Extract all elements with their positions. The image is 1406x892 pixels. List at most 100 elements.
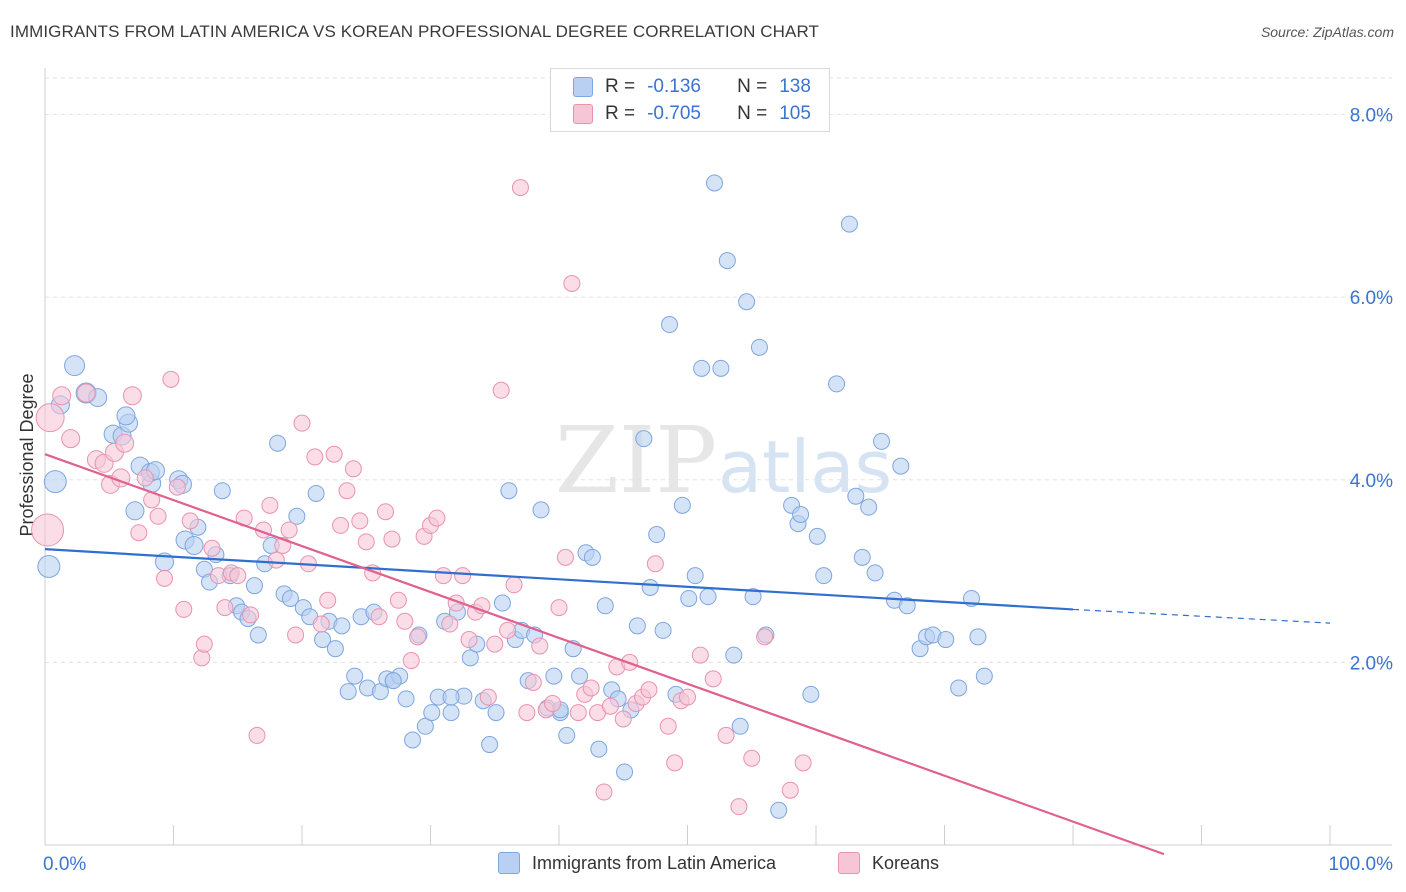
korean-point <box>52 386 72 406</box>
korean-point <box>293 414 311 432</box>
korean-point <box>31 513 65 547</box>
latin-america-point <box>281 589 299 607</box>
korean-point <box>524 673 542 691</box>
korean-point <box>389 591 407 609</box>
latin-america-point <box>249 626 267 644</box>
n-label: N = <box>737 76 768 97</box>
latin-america-point <box>43 470 67 494</box>
n-label: N = <box>737 103 768 124</box>
series-legend-koreans: Koreans <box>838 852 939 874</box>
series-legend-label: Koreans <box>872 852 940 873</box>
korean-point <box>756 628 774 646</box>
latin-america-point <box>712 359 730 377</box>
latin-america-point <box>346 667 364 685</box>
latin-america-point <box>654 621 672 639</box>
latin-america-point <box>731 717 749 735</box>
korean-point <box>556 548 574 566</box>
stats-legend-row-koreans: R = -0.705 N = 105 <box>573 102 811 126</box>
korean-point <box>492 381 510 399</box>
korean-point <box>325 445 343 463</box>
korean-point <box>312 615 330 633</box>
stats-legend: R = -0.136 N = 138 R = -0.705 N = 105 <box>550 68 830 132</box>
latin-america-point <box>616 763 634 781</box>
latin-america-point <box>738 293 756 311</box>
korean-point <box>595 783 613 801</box>
r-label: R = <box>605 103 636 124</box>
korean-point <box>659 717 677 735</box>
latin-america-trendline <box>44 548 1074 611</box>
korean-point <box>306 448 324 466</box>
korean-point <box>181 512 199 530</box>
latin-america-point <box>461 649 479 667</box>
latin-america-point <box>384 672 402 690</box>
y-tick-label: 4.0% <box>1350 471 1393 492</box>
latin-america-point <box>750 338 768 356</box>
korean-point <box>203 539 221 557</box>
korean-point <box>454 567 472 585</box>
latin-america-point <box>815 567 833 585</box>
latin-america-point <box>583 548 601 566</box>
korean-point <box>743 749 761 767</box>
korean-point <box>242 606 260 624</box>
korean-point <box>280 521 298 539</box>
korean-point <box>370 608 388 626</box>
korean-point <box>396 612 414 630</box>
korean-point <box>338 482 356 500</box>
latin-america-point <box>770 801 788 819</box>
latin-america-point <box>725 646 743 664</box>
latin-america-point <box>802 685 820 703</box>
korean-point <box>344 460 362 478</box>
latin-america-point <box>686 567 704 585</box>
korean-point <box>76 383 96 403</box>
latin-america-point <box>873 432 891 450</box>
latin-america-point <box>847 487 865 505</box>
latin-america-point <box>641 579 659 597</box>
korean-point <box>666 754 684 772</box>
korean-point <box>383 530 401 548</box>
latin-america-point <box>860 498 878 516</box>
korean-point <box>136 469 154 487</box>
latin-america-point <box>532 501 550 519</box>
korean-point <box>35 403 65 433</box>
series-legend-label: Immigrants from Latin America <box>532 852 777 873</box>
korean-point <box>730 798 748 816</box>
korean-point <box>195 635 213 653</box>
latin-america-trendline-extension <box>1072 608 1331 624</box>
latin-america-point <box>635 430 653 448</box>
korean-trendline <box>44 453 1139 847</box>
series-legend-latin-america: Immigrants from Latin America <box>498 852 776 874</box>
korean-point <box>704 670 722 688</box>
korean-point <box>479 688 497 706</box>
korean-point <box>518 704 536 722</box>
latin-america-point <box>487 704 505 722</box>
latin-america-point <box>596 597 614 615</box>
latin-america-point <box>558 726 576 744</box>
latin-america-point <box>969 628 987 646</box>
latin-america-point <box>269 434 287 452</box>
n-value: 138 <box>779 76 811 97</box>
latin-america-point <box>500 482 518 500</box>
legend-swatch-pink <box>573 104 593 124</box>
korean-point <box>441 615 459 633</box>
korean-point <box>691 646 709 664</box>
x-tick-label: 0.0% <box>43 854 86 875</box>
r-value: -0.136 <box>647 76 701 97</box>
latin-america-point <box>571 667 589 685</box>
korean-point <box>261 496 279 514</box>
korean-trendline-end <box>1138 843 1165 856</box>
korean-point <box>550 599 568 617</box>
korean-point <box>544 694 562 712</box>
korean-point <box>563 274 581 292</box>
korean-point <box>717 726 735 744</box>
latin-america-point <box>648 526 666 544</box>
chart-title: IMMIGRANTS FROM LATIN AMERICA VS KOREAN … <box>10 22 820 41</box>
latin-america-point <box>699 588 717 606</box>
korean-point <box>267 551 285 569</box>
latin-america-point <box>545 667 563 685</box>
latin-america-point <box>339 683 357 701</box>
korean-point <box>794 754 812 772</box>
korean-point <box>614 710 632 728</box>
korean-point <box>377 503 395 521</box>
korean-point <box>531 637 549 655</box>
korean-point <box>156 569 174 587</box>
